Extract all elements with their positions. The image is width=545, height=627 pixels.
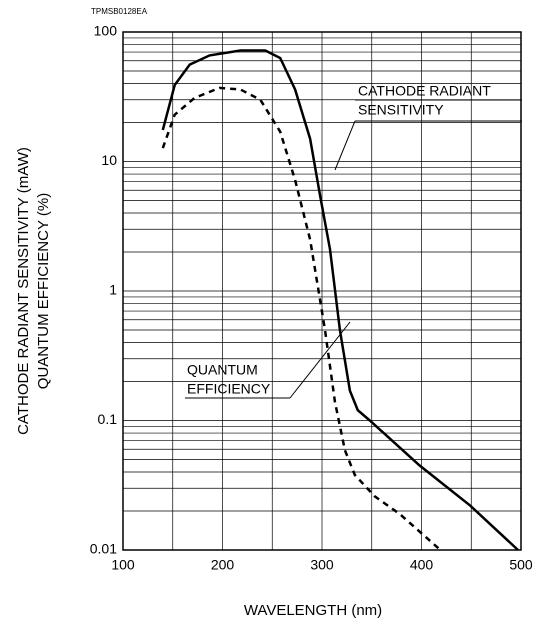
annotation-label: CATHODE RADIANT [358, 83, 491, 99]
leader-line [289, 321, 351, 399]
x-tick-label: 200 [211, 557, 235, 573]
leader-line [334, 120, 356, 171]
y-tick-label: 10 [101, 152, 117, 168]
x-tick-label: 100 [111, 557, 135, 573]
annotation-label: QUANTUM [187, 362, 258, 378]
figure-code: TPMSB0128EA [91, 7, 148, 16]
data-line [161, 49, 519, 551]
x-axis-title: WAVELENGTH (nm) [244, 602, 382, 619]
y-axis-title: QUANTUM EFFICIENCY (%) [35, 193, 52, 389]
y-tick-label: 100 [94, 23, 118, 39]
y-tick-label: 0.01 [90, 541, 117, 557]
data-line [161, 86, 442, 551]
plot-frame [122, 31, 522, 551]
y-tick-label: 1 [109, 282, 117, 298]
x-tick-label: 500 [509, 557, 533, 573]
annotation-label: EFFICIENCY [187, 381, 271, 397]
x-tick-label: 400 [410, 557, 434, 573]
x-tick-label: 300 [310, 557, 334, 573]
y-axis-title: CATHODE RADIANT SENSITIVITY (mAW) [15, 147, 32, 435]
y-tick-label: 0.1 [98, 411, 118, 427]
annotation-label: SENSITIVITY [358, 102, 444, 118]
